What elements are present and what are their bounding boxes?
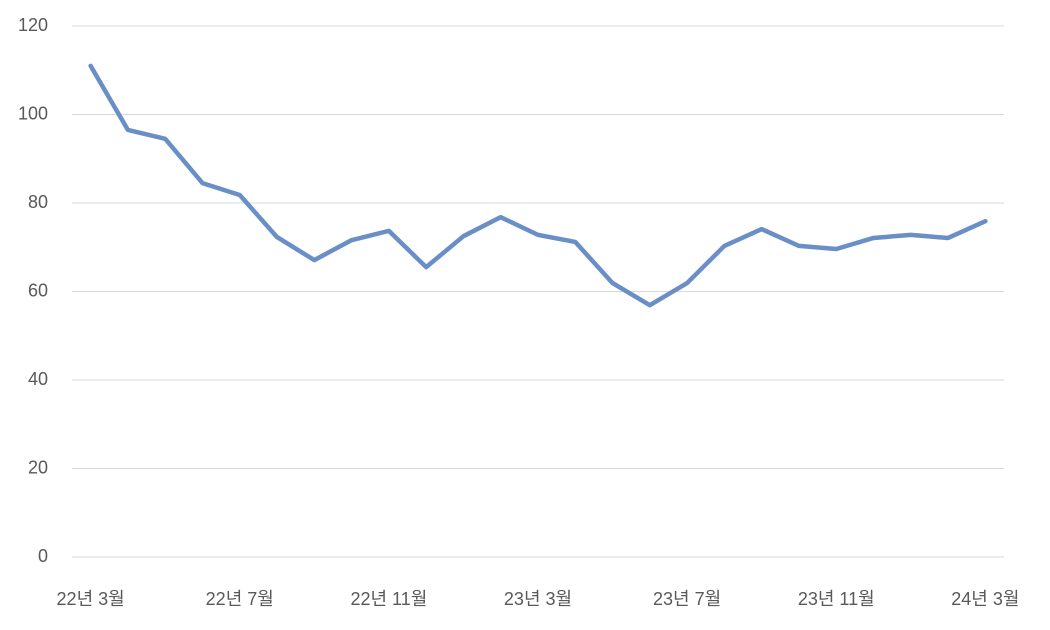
x-tick-label: 23년 11월 [798,589,875,609]
data-line [88,63,988,308]
x-tick-label: 23년 7월 [653,589,721,609]
x-tick-label: 22년 7월 [206,589,274,609]
x-tick-label: 24년 3월 [951,589,1019,609]
y-tick-label: 80 [28,192,48,212]
y-tick-label: 20 [28,457,48,477]
y-tick-label: 120 [18,15,48,35]
y-tick-label: 100 [18,103,48,123]
y-tick-label: 40 [28,369,48,389]
y-tick-label: 60 [28,280,48,300]
x-tick-label: 22년 11월 [350,589,427,609]
x-tick-label: 23년 3월 [504,589,572,609]
y-tick-label: 0 [38,546,48,566]
x-tick-label: 22년 3월 [57,589,125,609]
